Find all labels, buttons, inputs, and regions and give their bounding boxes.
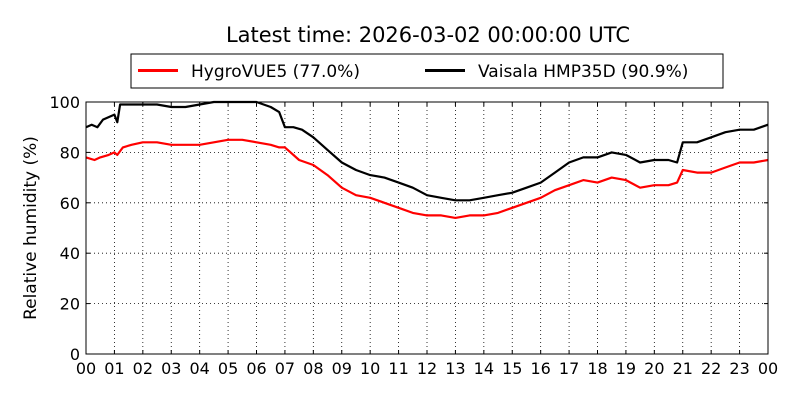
x-tick-label: 13 xyxy=(445,359,465,378)
x-tick-label: 00 xyxy=(758,359,778,378)
ticks: 00 01 02 03 04 05 06 07 08 09 10 11 12 13 14 15 16 17 18 19… xyxy=(49,93,778,378)
y-tick-label: 60 xyxy=(60,194,80,213)
x-tick-label: 12 xyxy=(417,359,437,378)
chart-title: Latest time: 2026-03-02 00:00:00 UTC xyxy=(226,23,630,47)
x-tick-label: 16 xyxy=(530,359,550,378)
x-tick-label: 02 xyxy=(133,359,153,378)
x-tick-label: 19 xyxy=(616,359,636,378)
x-tick-label: 09 xyxy=(332,359,352,378)
x-tick-label: 23 xyxy=(729,359,749,378)
x-tick-label: 07 xyxy=(275,359,295,378)
legend-label-hygrovue5: HygroVUE5 (77.0%) xyxy=(191,62,360,82)
x-tick-label: 00 xyxy=(76,359,96,378)
y-tick-label: 100 xyxy=(49,93,80,112)
x-tick-label: 06 xyxy=(246,359,266,378)
x-tick-label: 15 xyxy=(502,359,522,378)
x-tick-label: 17 xyxy=(559,359,579,378)
plot-frame xyxy=(85,101,769,355)
x-tick-label: 22 xyxy=(701,359,721,378)
y-tick-label: 20 xyxy=(60,295,80,314)
y-axis-label: Relative humidity (%) xyxy=(21,136,41,320)
x-tick-label: 20 xyxy=(644,359,664,378)
y-tick-label: 0 xyxy=(70,345,80,364)
x-tick-label: 04 xyxy=(189,359,209,378)
x-tick-label: 11 xyxy=(388,359,408,378)
legend-label-vaisala: Vaisala HMP35D (90.9%) xyxy=(478,62,688,82)
x-tick-label: 21 xyxy=(673,359,693,378)
series-layer xyxy=(85,100,769,219)
x-tick-label: 05 xyxy=(218,359,238,378)
x-tick-label: 03 xyxy=(161,359,181,378)
series-line-1 xyxy=(85,100,769,202)
x-tick-label: 08 xyxy=(303,359,323,378)
grid xyxy=(86,102,768,354)
x-tick-label: 18 xyxy=(587,359,607,378)
y-tick-label: 40 xyxy=(60,244,80,263)
series-line-0 xyxy=(85,138,769,219)
y-tick-label: 80 xyxy=(60,143,80,162)
x-tick-label: 01 xyxy=(104,359,124,378)
x-tick-label: 14 xyxy=(474,359,494,378)
x-tick-label: 10 xyxy=(360,359,380,378)
